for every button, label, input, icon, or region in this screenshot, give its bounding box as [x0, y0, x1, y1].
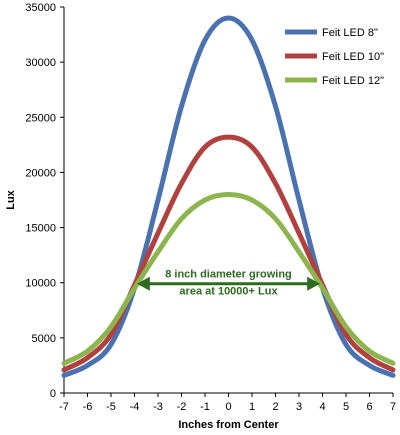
- x-tick-labels: -7 -6 -5 -4 -3 -2 -1 0 1 2 3 4 5 6 7: [59, 393, 396, 413]
- series-lines: [61, 15, 396, 378]
- legend-label-2: Feit LED 10": [322, 51, 384, 63]
- y-tick-label: 15000: [25, 223, 56, 235]
- series-line-1: [61, 15, 396, 378]
- x-tick-label: 6: [366, 401, 372, 413]
- legend: Feit LED 8" Feit LED 10" Feit LED 12": [285, 27, 384, 87]
- y-tick-label: 0: [50, 388, 56, 400]
- y-axis-title: Lux: [5, 189, 17, 209]
- legend-label-1: Feit LED 8": [322, 27, 378, 39]
- annotation-arrowhead-left: [136, 276, 150, 291]
- y-tick-label: 30000: [25, 57, 56, 69]
- y-tick-label: 10000: [25, 278, 56, 290]
- series-line-2: [61, 134, 396, 373]
- annotation: 8 inch diameter growing area at 10000+ L…: [136, 269, 321, 298]
- y-tick-label: 35000: [25, 2, 56, 14]
- x-tick-label: 1: [249, 401, 255, 413]
- x-tick-label: -1: [200, 401, 210, 413]
- annotation-line-2: area at 10000+ Lux: [179, 286, 278, 298]
- x-tick-label: -4: [130, 401, 140, 413]
- y-tick-labels: 0 5000 10000 15000 20000 25000 30000 35000: [25, 2, 64, 400]
- x-tick-label: -2: [177, 401, 187, 413]
- annotation-line-1: 8 inch diameter growing: [165, 269, 292, 281]
- x-tick-label: 2: [272, 401, 278, 413]
- x-tick-label: -3: [153, 401, 163, 413]
- x-tick-label: 7: [390, 401, 396, 413]
- x-tick-label: -6: [83, 401, 93, 413]
- x-axis-title: Inches from Center: [178, 419, 279, 431]
- annotation-arrowhead-right: [307, 276, 321, 291]
- legend-label-3: Feit LED 12": [322, 75, 384, 87]
- y-tick-label: 20000: [25, 167, 56, 179]
- x-tick-label: 5: [343, 401, 349, 413]
- x-tick-label: 4: [319, 401, 325, 413]
- x-tick-label: -7: [59, 401, 69, 413]
- x-tick-label: 3: [296, 401, 302, 413]
- y-tick-label: 25000: [25, 112, 56, 124]
- y-tick-label: 5000: [32, 333, 56, 345]
- series-line-3: [61, 191, 396, 366]
- x-tick-label: 0: [225, 401, 231, 413]
- x-tick-label: -5: [106, 401, 116, 413]
